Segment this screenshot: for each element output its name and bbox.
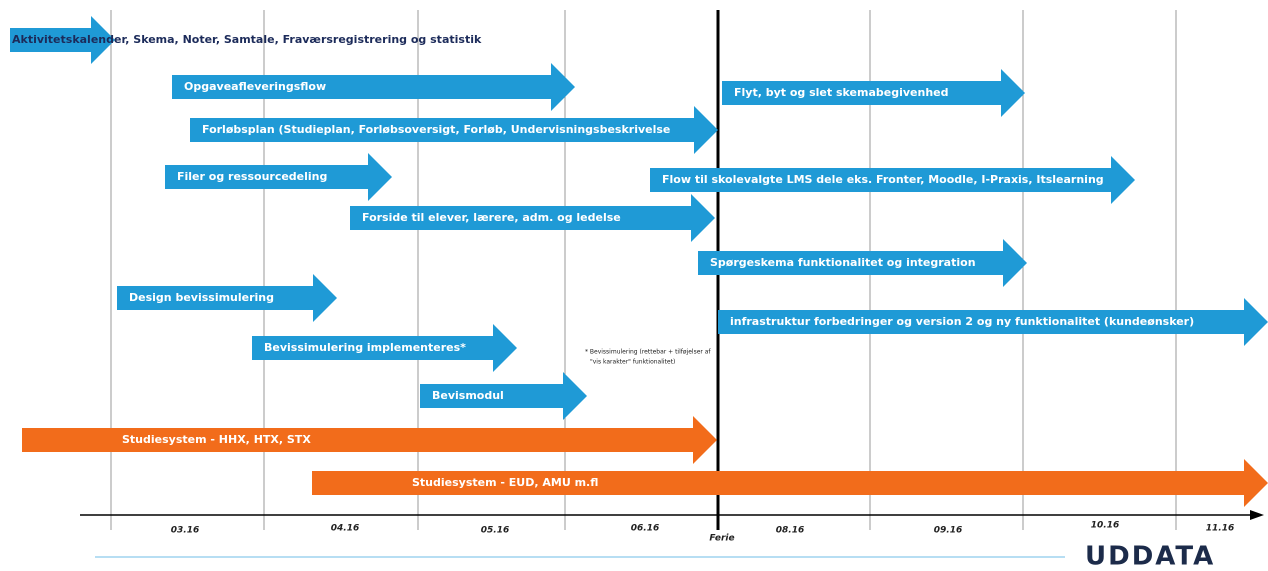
- arrow: [117, 274, 337, 322]
- arrow-label: Filer og ressourcedeling: [177, 170, 327, 183]
- footnote: "vis karakter" funktionalitet): [590, 359, 675, 366]
- arrow-label: Aktivitetskalender, Skema, Noter, Samtal…: [12, 33, 482, 46]
- arrow: [165, 153, 392, 201]
- axis-label: 09.16: [934, 526, 962, 536]
- axis-label: 03.16: [171, 526, 199, 536]
- arrows: Aktivitetskalender, Skema, Noter, Samtal…: [10, 16, 1268, 507]
- axis-label: Ferie: [709, 534, 734, 544]
- axis-label: 10.16: [1091, 521, 1119, 531]
- arrow: [10, 16, 115, 64]
- arrow-label: Forløbsplan (Studieplan, Forløbsoversigt…: [202, 123, 670, 136]
- arrow-label: Flow til skolevalgte LMS dele eks. Front…: [662, 173, 1104, 186]
- arrow-label: infrastruktur forbedringer og version 2 …: [730, 315, 1194, 328]
- arrow: [350, 194, 715, 242]
- arrow-label: Forside til elever, lærere, adm. og lede…: [362, 211, 621, 224]
- axis-labels: 03.16 04.16 05.16 06.16 Ferie 08.16 09.16 10.16…: [171, 521, 1234, 544]
- arrow-label: Bevissimulering implementeres*: [264, 341, 466, 354]
- arrow: [650, 156, 1135, 204]
- axis-label: 04.16: [331, 524, 359, 534]
- arrow: [252, 324, 517, 372]
- arrow: [190, 106, 718, 154]
- axis-label: 06.16: [631, 524, 659, 534]
- arrow-label: Opgaveafleveringsflow: [184, 80, 326, 93]
- axis-label: 11.16: [1206, 524, 1234, 534]
- arrow: [698, 239, 1027, 287]
- arrow-label: Flyt, byt og slet skemabegivenhed: [734, 86, 949, 99]
- axis-label: 05.16: [481, 526, 509, 536]
- arrow: [722, 69, 1025, 117]
- axis-label: 08.16: [776, 526, 804, 536]
- arrow: [420, 372, 587, 420]
- logo: UDDATA: [1085, 542, 1215, 571]
- arrow: [172, 63, 575, 111]
- arrow-label: Studiesystem - HHX, HTX, STX: [122, 433, 311, 446]
- arrow: [312, 459, 1268, 507]
- arrow-label: Spørgeskema funktionalitet og integratio…: [710, 256, 976, 269]
- arrow-label: Studiesystem - EUD, AMU m.fl: [412, 476, 598, 489]
- arrow-label: Bevismodul: [432, 389, 504, 402]
- arrow: [718, 298, 1268, 346]
- footnote: * Bevissimulering (rettebar + tilføjelse…: [585, 349, 711, 356]
- axis-head: [1250, 510, 1264, 520]
- arrow: [22, 416, 717, 464]
- arrow-label: Design bevissimulering: [129, 291, 274, 304]
